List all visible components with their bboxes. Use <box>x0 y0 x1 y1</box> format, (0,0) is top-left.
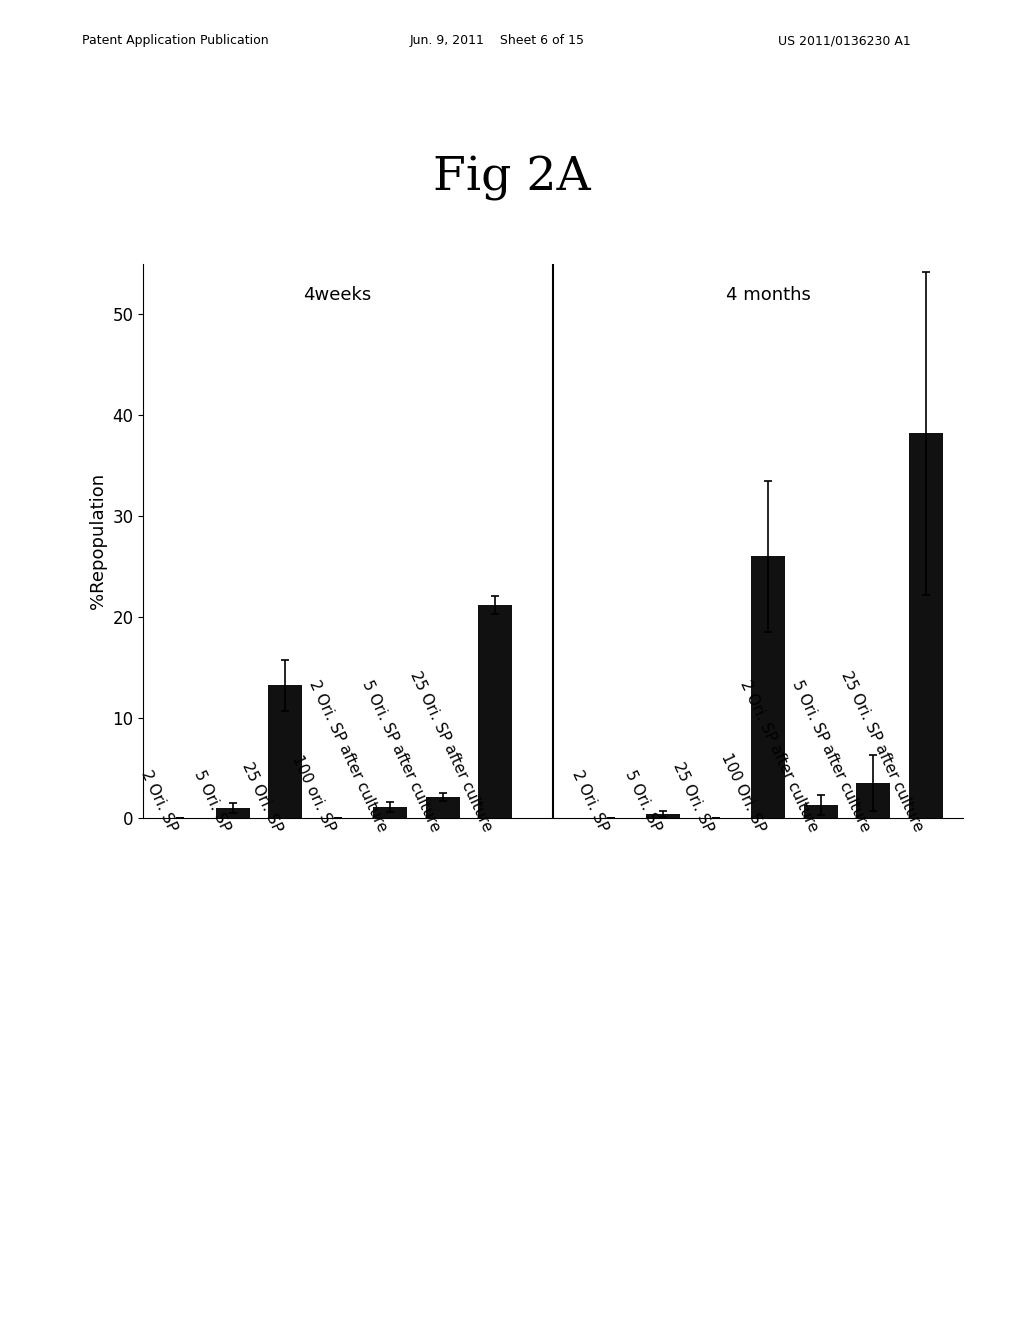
Text: Fig 2A: Fig 2A <box>433 156 591 201</box>
Bar <box>646 814 680 818</box>
Bar <box>908 433 943 818</box>
Bar <box>216 808 250 818</box>
Text: Jun. 9, 2011    Sheet 6 of 15: Jun. 9, 2011 Sheet 6 of 15 <box>410 34 585 48</box>
Text: 4weeks: 4weeks <box>303 286 372 304</box>
Text: 4 months: 4 months <box>726 286 811 304</box>
Bar <box>752 556 785 818</box>
Bar <box>804 805 838 818</box>
Text: US 2011/0136230 A1: US 2011/0136230 A1 <box>778 34 911 48</box>
Text: Patent Application Publication: Patent Application Publication <box>82 34 268 48</box>
Bar <box>856 783 890 818</box>
Y-axis label: %Repopulation: %Repopulation <box>89 473 106 610</box>
Bar <box>426 797 460 818</box>
Bar <box>478 605 512 818</box>
Bar <box>373 808 408 818</box>
Bar <box>268 685 302 818</box>
